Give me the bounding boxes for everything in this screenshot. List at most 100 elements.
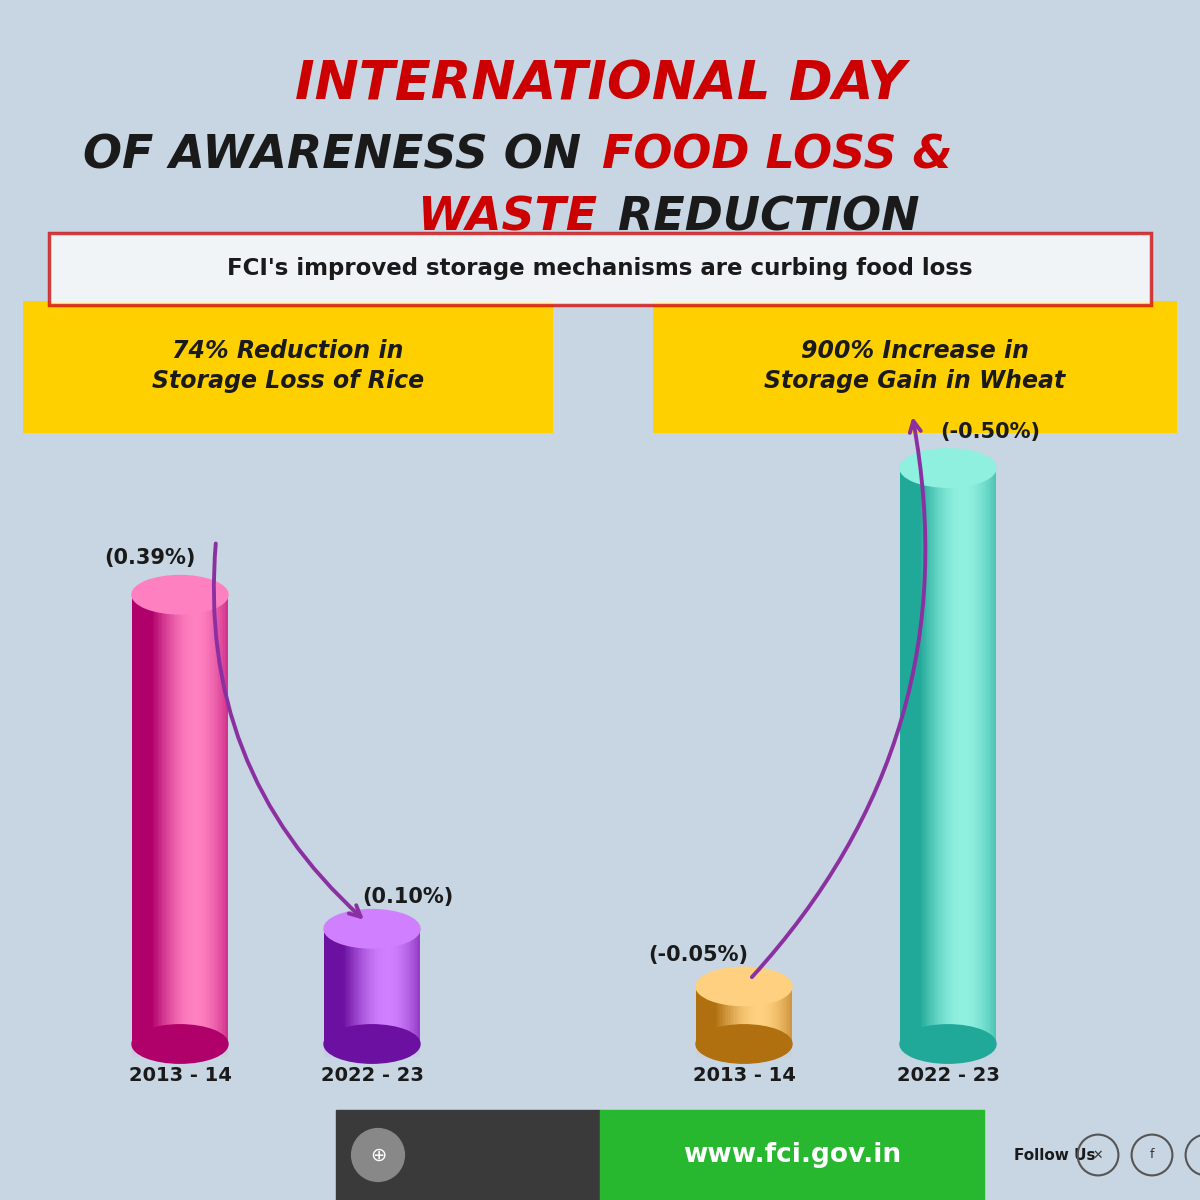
Bar — [762, 986, 763, 1044]
Bar — [948, 468, 949, 1044]
Bar — [200, 595, 203, 1044]
Bar — [715, 986, 716, 1044]
Bar — [757, 986, 758, 1044]
Bar — [995, 468, 996, 1044]
Bar — [132, 595, 133, 1044]
Bar — [392, 929, 395, 1044]
Bar — [906, 468, 908, 1044]
Bar — [900, 1054, 996, 1055]
Bar — [720, 986, 721, 1044]
Bar — [348, 929, 349, 1044]
Text: ⊕: ⊕ — [370, 1146, 386, 1164]
Bar — [373, 929, 376, 1044]
Bar — [721, 986, 724, 1044]
Bar — [338, 929, 340, 1044]
Text: 900% Increase in
Storage Gain in Wheat: 900% Increase in Storage Gain in Wheat — [764, 338, 1066, 394]
Bar — [172, 595, 174, 1044]
Bar — [910, 468, 911, 1044]
Bar — [924, 468, 925, 1044]
Bar — [364, 929, 366, 1044]
Bar — [324, 1054, 420, 1055]
Bar — [697, 986, 700, 1044]
Bar — [600, 1110, 984, 1200]
Text: f: f — [1150, 1148, 1154, 1162]
Bar — [190, 595, 191, 1044]
Bar — [900, 1056, 996, 1058]
Bar — [962, 468, 964, 1044]
Bar — [380, 929, 382, 1044]
Text: (0.39%): (0.39%) — [104, 548, 196, 569]
Ellipse shape — [324, 1025, 420, 1063]
Bar — [726, 986, 728, 1044]
Bar — [696, 1051, 792, 1054]
Bar — [763, 986, 764, 1044]
Bar — [324, 1044, 420, 1045]
Bar — [990, 468, 991, 1044]
Bar — [179, 595, 180, 1044]
Bar — [750, 986, 752, 1044]
Bar — [412, 929, 414, 1044]
Bar — [325, 929, 328, 1044]
Bar — [758, 986, 760, 1044]
Bar — [710, 986, 712, 1044]
Bar — [696, 1049, 792, 1051]
Text: OF AWARENESS ON: OF AWARENESS ON — [84, 133, 598, 179]
Bar — [781, 986, 782, 1044]
Bar — [967, 468, 968, 1044]
Bar — [174, 595, 175, 1044]
Bar — [407, 929, 409, 1044]
Bar — [353, 929, 354, 1044]
Bar — [953, 468, 954, 1044]
Bar — [973, 468, 976, 1044]
Bar — [767, 986, 768, 1044]
Bar — [919, 468, 920, 1044]
Bar — [696, 1056, 792, 1058]
Bar — [132, 1054, 228, 1055]
Bar — [186, 595, 188, 1044]
Bar — [180, 595, 181, 1044]
Bar — [768, 986, 769, 1044]
Bar — [334, 929, 335, 1044]
Bar — [943, 468, 944, 1044]
Bar — [204, 595, 205, 1044]
Bar — [914, 468, 916, 1044]
Bar — [344, 929, 347, 1044]
Bar — [401, 929, 402, 1044]
Bar — [900, 1055, 996, 1056]
FancyBboxPatch shape — [653, 301, 1177, 433]
Bar — [371, 929, 372, 1044]
Bar — [181, 595, 184, 1044]
Bar — [335, 929, 337, 1044]
Bar — [184, 595, 185, 1044]
Bar — [404, 929, 406, 1044]
Bar — [938, 468, 940, 1044]
Bar — [367, 929, 368, 1044]
Bar — [210, 595, 212, 1044]
Bar — [136, 595, 137, 1044]
Bar — [730, 986, 731, 1044]
Bar — [359, 929, 361, 1044]
Bar — [390, 929, 391, 1044]
Bar — [356, 929, 358, 1044]
Bar — [324, 1056, 420, 1058]
Bar — [324, 1049, 420, 1051]
Bar — [745, 986, 748, 1044]
Bar — [414, 929, 415, 1044]
Bar — [696, 1055, 792, 1056]
Bar — [928, 468, 929, 1044]
Bar — [959, 468, 961, 1044]
Bar — [361, 929, 362, 1044]
Bar — [968, 468, 971, 1044]
Bar — [223, 595, 224, 1044]
Bar — [901, 468, 904, 1044]
Bar — [958, 468, 959, 1044]
Bar — [140, 595, 142, 1044]
Bar — [157, 595, 160, 1044]
Bar — [382, 929, 383, 1044]
Bar — [782, 986, 784, 1044]
Text: ✕: ✕ — [1093, 1148, 1103, 1162]
Bar — [419, 929, 420, 1044]
Bar — [409, 929, 410, 1044]
Bar — [916, 468, 918, 1044]
Bar — [908, 468, 910, 1044]
